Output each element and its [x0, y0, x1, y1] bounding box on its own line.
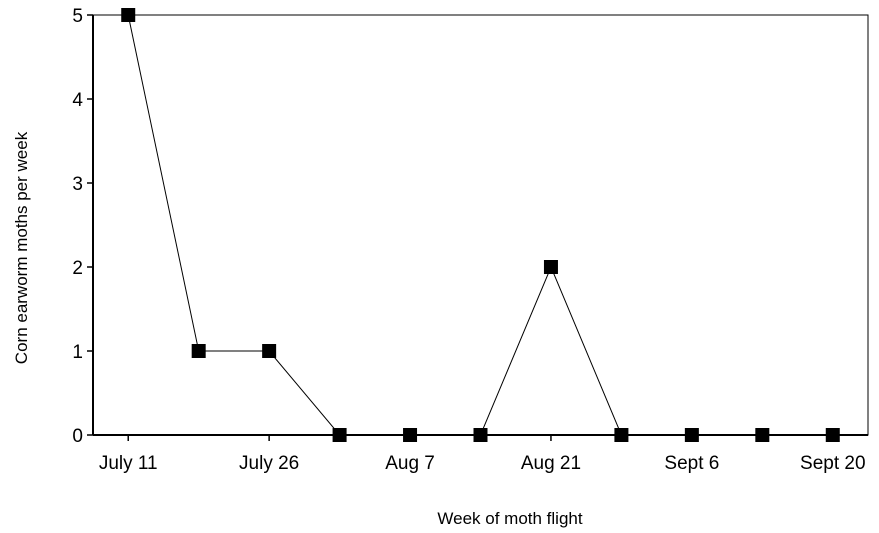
data-point-marker — [332, 428, 347, 442]
x-axis-ticks: July 11 July 26 Aug 7 Aug 21 Sept 6 Sept 20 — [99, 435, 866, 474]
y-axis-ticks: 0 1 2 3 4 5 — [72, 6, 93, 447]
x-tick-label: Aug 21 — [521, 453, 581, 474]
data-point-marker — [825, 428, 840, 442]
y-tick-label: 5 — [72, 6, 83, 27]
data-point-marker — [121, 8, 136, 22]
data-point-marker — [262, 344, 277, 358]
y-tick-label: 2 — [72, 258, 83, 279]
data-point-marker — [191, 344, 206, 358]
y-axis-label: Corn earworm moths per week — [12, 131, 31, 364]
series-layer — [121, 8, 840, 442]
y-tick-label: 0 — [72, 426, 83, 447]
data-point-marker — [614, 428, 629, 442]
y-tick-label: 3 — [72, 174, 83, 195]
x-tick-label: July 11 — [99, 453, 158, 474]
data-point-marker — [755, 428, 770, 442]
y-tick-label: 1 — [72, 342, 83, 363]
plot-frame — [92, 14, 869, 436]
x-tick-label: July 26 — [239, 453, 299, 474]
data-point-marker — [403, 428, 418, 442]
data-point-marker — [543, 260, 558, 274]
data-point-marker — [473, 428, 488, 442]
series-line — [127, 14, 833, 436]
x-axis-label: Week of moth flight — [437, 509, 582, 528]
x-tick-label: Aug 7 — [385, 453, 435, 474]
x-tick-label: Sept 20 — [800, 453, 866, 474]
data-point-marker — [684, 428, 699, 442]
x-tick-label: Sept 6 — [664, 453, 719, 474]
y-tick-label: 4 — [72, 90, 83, 111]
